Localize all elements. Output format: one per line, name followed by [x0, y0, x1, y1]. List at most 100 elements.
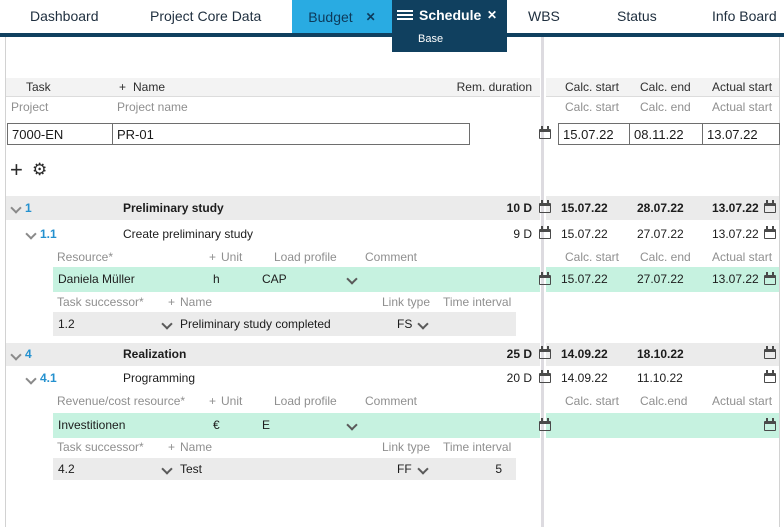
- task-duration[interactable]: 9 D: [513, 227, 532, 241]
- tab-project-core-data[interactable]: Project Core Data: [150, 8, 262, 24]
- task-duration[interactable]: 10 D: [506, 201, 532, 215]
- project-calc-end-input[interactable]: [629, 123, 703, 145]
- successor-name-cell: Preliminary study completed: [180, 317, 331, 331]
- collapse-chevron-icon[interactable]: [25, 228, 37, 240]
- calendar-icon[interactable]: [764, 418, 776, 431]
- tab-dashboard[interactable]: Dashboard: [30, 8, 99, 24]
- unit-cell[interactable]: h: [213, 272, 220, 286]
- calc-end-cell[interactable]: 27.07.22: [637, 272, 684, 286]
- resource-row[interactable]: Investitionen € E: [0, 413, 784, 438]
- link-type-header: Link type: [382, 295, 431, 309]
- load-profile-cell[interactable]: E: [262, 418, 271, 432]
- calc-end-header: Calc.end: [640, 394, 688, 408]
- project-name-label: Project name: [117, 100, 188, 114]
- task-row-summary[interactable]: 4 Realization 25 D 14.09.22 18.10.22: [0, 343, 784, 366]
- successor-id-cell[interactable]: 1.2: [58, 317, 75, 331]
- schedule-close-icon[interactable]: ✕: [487, 8, 498, 22]
- task-successor-header: Task successor*: [57, 295, 144, 309]
- task-successor-header: Task successor*: [57, 440, 144, 454]
- calendar-icon[interactable]: [539, 200, 551, 213]
- calendar-icon[interactable]: [764, 226, 776, 239]
- project-calc-start-input[interactable]: [558, 123, 630, 145]
- calendar-icon[interactable]: [539, 370, 551, 383]
- add-task-button[interactable]: +: [10, 157, 23, 182]
- col-header-rem-duration: Rem. duration: [456, 80, 532, 94]
- calc-start-cell[interactable]: 15.07.22: [561, 227, 608, 241]
- link-type-header: Link type: [382, 440, 431, 454]
- tab-budget[interactable]: Budget ✕: [292, 0, 392, 33]
- task-row-summary[interactable]: 1 Preliminary study 10 D 15.07.22 28.07.…: [0, 196, 784, 220]
- calc-end-cell[interactable]: 18.10.22: [637, 347, 684, 361]
- tab-schedule[interactable]: Schedule ✕ Base: [392, 0, 507, 52]
- project-actual-start-input[interactable]: [702, 123, 780, 145]
- load-profile-header: Load profile: [274, 250, 337, 264]
- resource-name-cell[interactable]: Investitionen: [58, 418, 126, 432]
- calc-start-header: Calc. start: [565, 394, 620, 408]
- project-label: Project: [11, 100, 49, 114]
- link-type-cell[interactable]: FS: [397, 317, 413, 331]
- tab-info-board[interactable]: Info Board: [712, 8, 777, 24]
- tab-wbs[interactable]: WBS: [528, 8, 560, 24]
- calendar-icon[interactable]: [539, 346, 551, 359]
- schedule-base-label: Base: [418, 33, 444, 45]
- link-type-cell[interactable]: FF: [397, 462, 412, 476]
- collapse-chevron-icon[interactable]: [25, 373, 37, 385]
- unit-cell[interactable]: €: [213, 418, 220, 432]
- actual-start-cell[interactable]: 13.07.22: [712, 272, 759, 286]
- settings-gear-button[interactable]: ⚙: [32, 160, 48, 179]
- column-header-row: Task + Name Rem. duration Calc. start Ca…: [0, 78, 784, 97]
- actual-start-cell[interactable]: 13.07.22: [712, 227, 759, 241]
- project-name-input[interactable]: [112, 123, 470, 145]
- calendar-icon[interactable]: [539, 272, 551, 285]
- task-number: 1: [25, 201, 32, 215]
- row-band: [53, 312, 516, 336]
- task-number: 4.1: [40, 371, 57, 385]
- calendar-icon[interactable]: [764, 370, 776, 383]
- add-column-icon[interactable]: +: [119, 80, 127, 94]
- calc-start-cell[interactable]: 14.09.22: [561, 347, 608, 361]
- tab-status[interactable]: Status: [617, 8, 657, 24]
- successor-row[interactable]: 1.2 Preliminary study completed FS: [0, 312, 784, 336]
- add-resource-icon[interactable]: +: [209, 250, 217, 264]
- project-id-input[interactable]: [7, 123, 113, 145]
- successor-name-header: Name: [180, 295, 213, 309]
- calendar-icon[interactable]: [764, 272, 776, 285]
- unit-header: Unit: [221, 394, 243, 408]
- task-row-child[interactable]: 4.1 Programming 20 D 14.09.22 11.10.22: [0, 367, 784, 390]
- calendar-icon[interactable]: [764, 346, 776, 359]
- time-interval-cell[interactable]: 5: [495, 462, 502, 476]
- task-row-child[interactable]: 1.1 Create preliminary study 9 D 15.07.2…: [0, 222, 784, 246]
- successor-row[interactable]: 4.2 Test FF 5: [0, 458, 784, 480]
- task-duration[interactable]: 20 D: [506, 371, 532, 385]
- resource-header-row: Revenue/cost resource* + Unit Load profi…: [0, 394, 784, 409]
- project-calc-start-label: Calc. start: [565, 100, 620, 114]
- load-profile-cell[interactable]: CAP: [262, 272, 287, 286]
- col-header-name: Name: [133, 80, 166, 94]
- header-band-right: [546, 78, 779, 97]
- task-number: 4: [25, 347, 32, 361]
- calc-end-cell[interactable]: 11.10.22: [637, 371, 683, 385]
- add-successor-icon[interactable]: +: [168, 295, 176, 309]
- schedule-menu-icon[interactable]: [397, 10, 413, 22]
- calendar-icon[interactable]: [539, 418, 551, 431]
- calc-start-cell[interactable]: 15.07.22: [561, 201, 608, 215]
- successor-id-cell[interactable]: 4.2: [58, 462, 75, 476]
- add-resource-icon[interactable]: +: [209, 394, 217, 408]
- budget-close-icon[interactable]: ✕: [365, 9, 376, 24]
- resource-header-label: Resource*: [57, 250, 114, 264]
- task-title: Preliminary study: [123, 201, 224, 215]
- task-duration[interactable]: 25 D: [506, 347, 532, 361]
- tab-schedule-label: Schedule: [419, 7, 482, 23]
- calc-start-cell[interactable]: 15.07.22: [561, 272, 608, 286]
- calc-end-cell[interactable]: 27.07.22: [637, 227, 684, 241]
- project-calendar-icon[interactable]: [539, 126, 551, 139]
- calendar-icon[interactable]: [764, 200, 776, 213]
- resource-name-cell[interactable]: Daniela Müller: [58, 272, 135, 286]
- calc-start-cell[interactable]: 14.09.22: [561, 371, 608, 385]
- calendar-icon[interactable]: [539, 226, 551, 239]
- add-successor-icon[interactable]: +: [168, 440, 176, 454]
- resource-row[interactable]: Daniela Müller h CAP 15.07.22 27.07.22 1…: [0, 267, 784, 292]
- calc-end-cell[interactable]: 28.07.22: [637, 201, 684, 215]
- actual-start-cell[interactable]: 13.07.22: [712, 201, 759, 215]
- row-band: [53, 267, 540, 292]
